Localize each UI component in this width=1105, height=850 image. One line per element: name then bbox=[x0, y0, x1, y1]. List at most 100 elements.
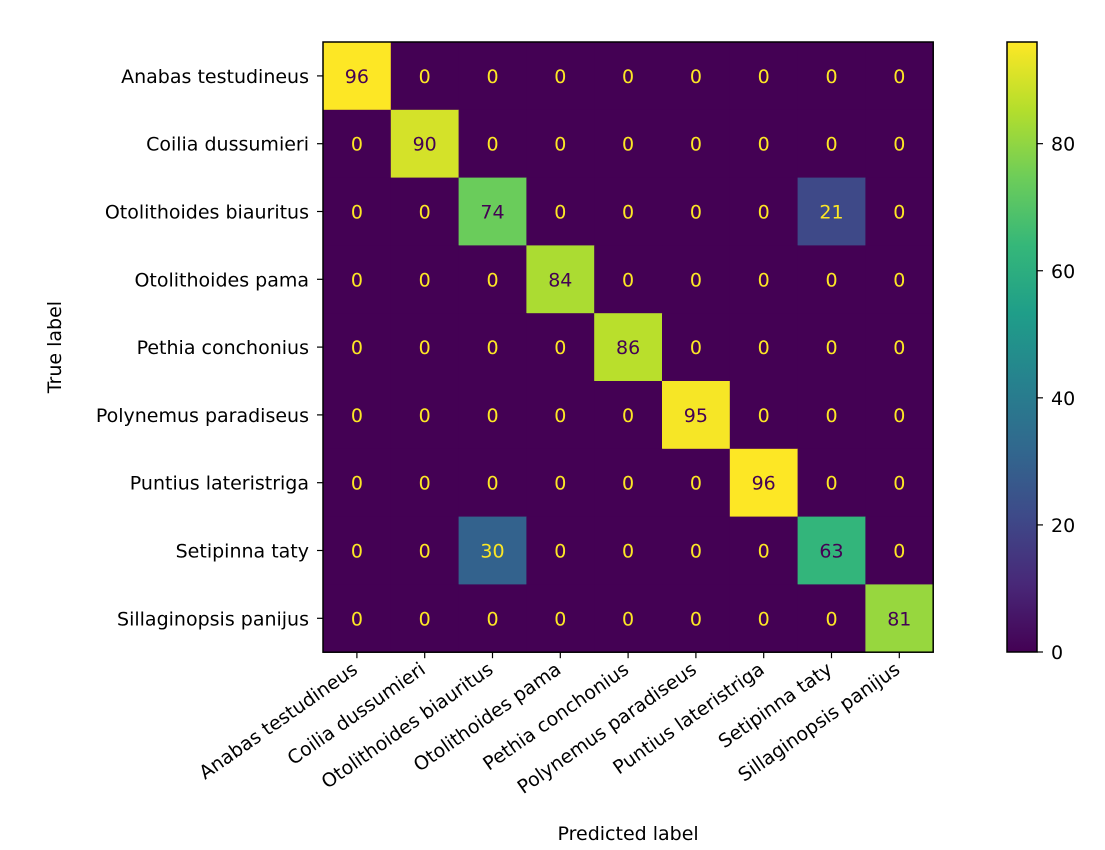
heatmap-cell bbox=[526, 381, 595, 450]
cell-value-label: 0 bbox=[419, 541, 431, 563]
heatmap-cell bbox=[390, 177, 460, 246]
cell-value-label: 21 bbox=[819, 202, 843, 224]
cell-value-label: 0 bbox=[893, 66, 905, 88]
cell-value-label: 0 bbox=[554, 202, 566, 224]
heatmap-cell bbox=[729, 177, 799, 246]
cell-value-label: 0 bbox=[893, 269, 905, 291]
heatmap-cell bbox=[662, 313, 731, 382]
heatmap-cell bbox=[323, 381, 392, 450]
cell-value-label: 0 bbox=[622, 202, 634, 224]
heatmap-cell bbox=[865, 381, 934, 450]
cell-value-label: 0 bbox=[758, 66, 770, 88]
cell-value-label: 0 bbox=[758, 608, 770, 630]
y-tick-label: Anabas testudineus bbox=[121, 66, 309, 88]
heatmap-cell bbox=[390, 109, 460, 179]
cell-value-label: 0 bbox=[893, 405, 905, 427]
heatmap-cell bbox=[729, 42, 799, 111]
heatmap-cell bbox=[323, 177, 392, 246]
heatmap-cell bbox=[458, 177, 527, 246]
heatmap-cell bbox=[323, 109, 392, 179]
y-axis: Anabas testudineus Coilia dussumieri Otoli… bbox=[96, 66, 323, 630]
cell-value-label: 0 bbox=[486, 405, 498, 427]
heatmap-cells bbox=[323, 42, 934, 653]
heatmap-cell bbox=[729, 516, 799, 585]
heatmap-cell bbox=[865, 177, 934, 246]
cell-value-label: 0 bbox=[825, 134, 837, 156]
cell-value-label: 0 bbox=[893, 473, 905, 495]
y-tick-label: Sillaginopsis panijus bbox=[117, 608, 309, 630]
x-axis-label: Predicted label bbox=[558, 823, 699, 845]
cell-value-label: 0 bbox=[486, 337, 498, 359]
heatmap-cell bbox=[390, 516, 460, 585]
colorbar-tick-label: 20 bbox=[1051, 515, 1075, 537]
heatmap-cell bbox=[323, 584, 392, 653]
cell-value-label: 0 bbox=[419, 202, 431, 224]
heatmap-cell bbox=[594, 109, 663, 179]
cell-value-label: 0 bbox=[825, 608, 837, 630]
cell-value-label: 0 bbox=[825, 473, 837, 495]
heatmap-cell bbox=[526, 313, 595, 382]
cell-value-label: 0 bbox=[758, 269, 770, 291]
heatmap-cell bbox=[797, 516, 866, 585]
y-tick-label: Coilia dussumieri bbox=[146, 134, 309, 156]
heatmap-cell bbox=[458, 448, 527, 518]
y-tick-label: Puntius lateristriga bbox=[130, 473, 309, 495]
heatmap-cell bbox=[865, 109, 934, 179]
cell-value-label: 0 bbox=[554, 337, 566, 359]
heatmap-cell bbox=[662, 177, 731, 246]
heatmap-cell bbox=[797, 584, 866, 653]
heatmap-cell bbox=[323, 448, 392, 518]
heatmap-cell bbox=[729, 448, 799, 518]
cell-value-label: 0 bbox=[893, 134, 905, 156]
colorbar-tick-label: 40 bbox=[1051, 388, 1075, 410]
cell-value-label: 0 bbox=[690, 541, 702, 563]
cell-value-label: 0 bbox=[486, 269, 498, 291]
cell-value-label: 0 bbox=[622, 541, 634, 563]
heatmap-cell bbox=[662, 381, 731, 450]
cell-value-label: 0 bbox=[351, 269, 363, 291]
heatmap-cell bbox=[865, 516, 934, 585]
heatmap-cell bbox=[323, 245, 392, 314]
y-tick-label: Otolithoides pama bbox=[134, 269, 309, 291]
heatmap-cell bbox=[797, 177, 866, 246]
y-tick-label: Pethia conchonius bbox=[137, 337, 309, 359]
heatmap-cell bbox=[594, 42, 663, 111]
y-axis-label: True label bbox=[44, 301, 66, 394]
cell-value-label: 0 bbox=[690, 202, 702, 224]
cell-value-label: 0 bbox=[351, 337, 363, 359]
heatmap-cell bbox=[594, 584, 663, 653]
cell-value-label: 74 bbox=[480, 202, 504, 224]
heatmap-cell bbox=[458, 109, 527, 179]
heatmap-cell bbox=[865, 42, 934, 111]
cell-value-label: 0 bbox=[554, 473, 566, 495]
cell-value-label: 0 bbox=[825, 405, 837, 427]
cell-value-label: 0 bbox=[690, 134, 702, 156]
heatmap-cell bbox=[797, 109, 866, 179]
heatmap-cell bbox=[526, 516, 595, 585]
heatmap-cell bbox=[797, 448, 866, 518]
cell-value-label: 0 bbox=[622, 473, 634, 495]
cell-value-label: 0 bbox=[825, 337, 837, 359]
cell-value-label: 0 bbox=[758, 541, 770, 563]
cell-value-label: 0 bbox=[893, 337, 905, 359]
heatmap-cell bbox=[594, 177, 663, 246]
cell-value-label: 0 bbox=[825, 66, 837, 88]
heatmap-cell bbox=[729, 109, 799, 179]
y-tick-label: Setipinna taty bbox=[176, 541, 309, 563]
cell-value-label: 0 bbox=[690, 608, 702, 630]
heatmap-cell bbox=[390, 584, 460, 653]
heatmap-cell bbox=[797, 42, 866, 111]
heatmap-cell bbox=[662, 245, 731, 314]
heatmap-cell bbox=[458, 245, 527, 314]
y-tick-label: Otolithoides biauritus bbox=[105, 202, 309, 224]
colorbar-tick-label: 80 bbox=[1051, 134, 1075, 156]
y-tick-label: Polynemus paradiseus bbox=[96, 405, 309, 427]
heatmap-cell bbox=[865, 448, 934, 518]
heatmap-cell bbox=[797, 313, 866, 382]
cell-value-label: 0 bbox=[351, 473, 363, 495]
heatmap-cell bbox=[458, 42, 527, 111]
cell-value-label: 0 bbox=[690, 66, 702, 88]
cell-value-label: 63 bbox=[819, 541, 843, 563]
heatmap-cell bbox=[662, 516, 731, 585]
